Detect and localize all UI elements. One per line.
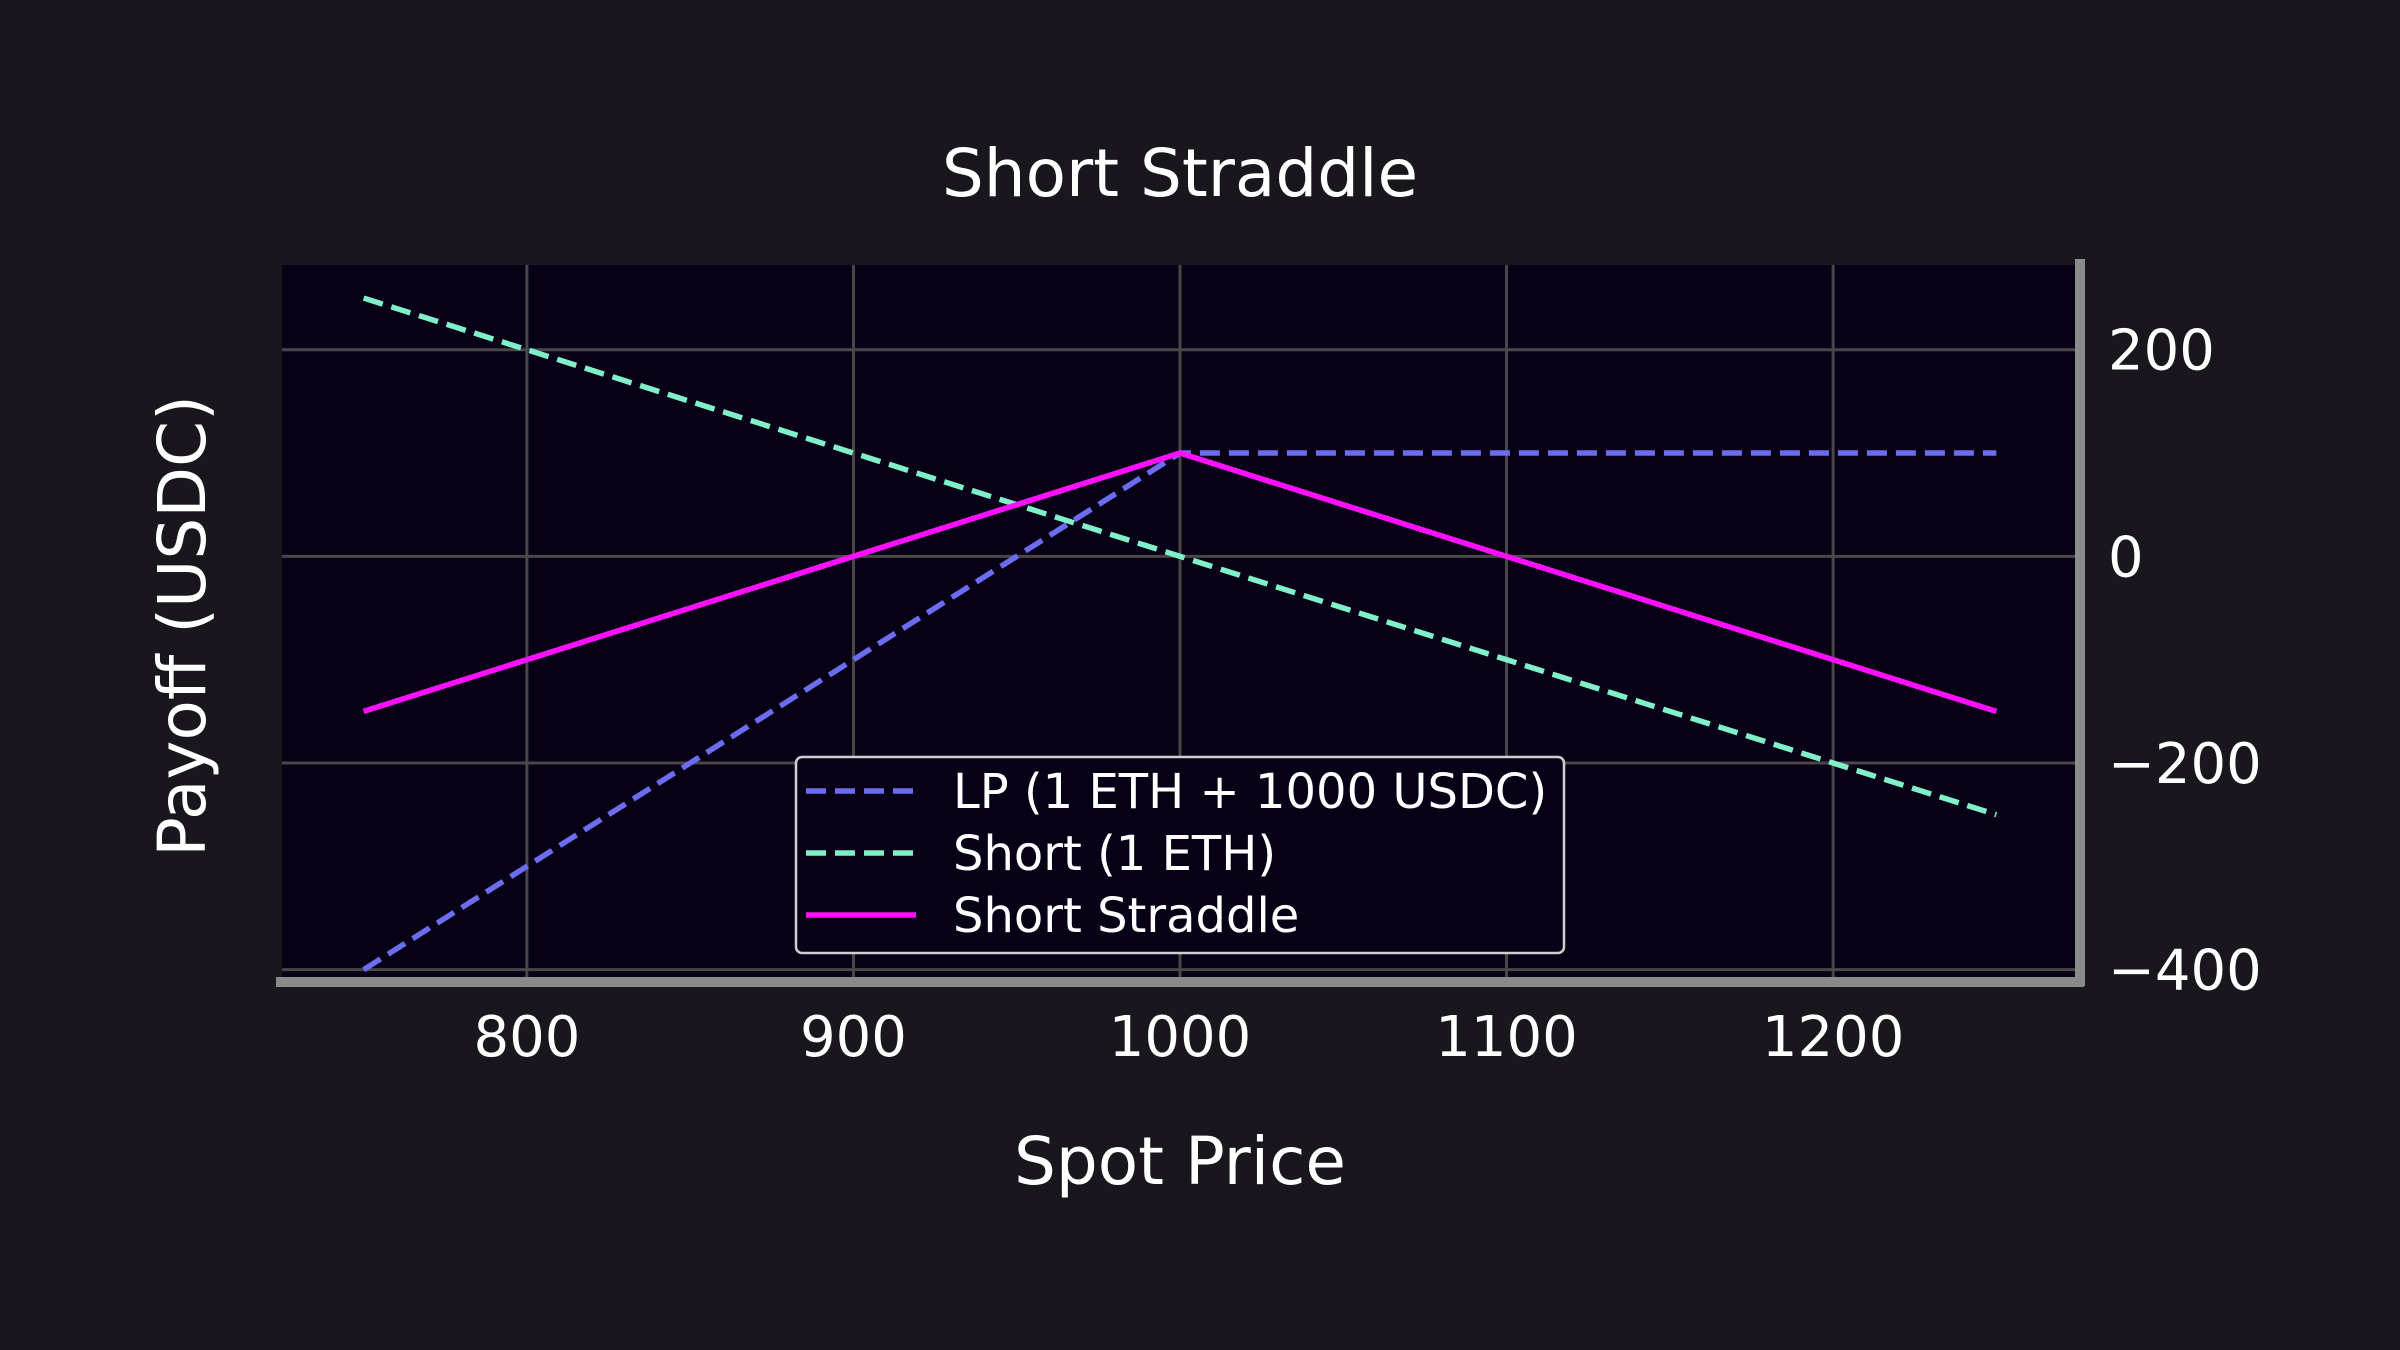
x-axis-label: Spot Price	[1014, 1123, 1346, 1200]
series-line-1	[362, 295, 1998, 818]
y-tick-label: 0	[2108, 525, 2144, 590]
x-tick-label: 900	[800, 1005, 907, 1070]
x-tick-label: 1200	[1762, 1005, 1905, 1070]
series-line-2	[362, 450, 1998, 714]
x-tick-label: 800	[473, 1005, 580, 1070]
y-tick-label: −200	[2108, 732, 2262, 797]
chart-title: Short Straddle	[942, 135, 1418, 212]
legend: LP (1 ETH + 1000 USDC) Short (1 ETH) Short…	[794, 755, 1566, 955]
y-tick-label: 200	[2108, 319, 2215, 384]
tick-labels: 800 900 1000 1100 1200 200 0 −200 −400	[473, 319, 2261, 1070]
x-tick-label: 1100	[1435, 1005, 1578, 1070]
legend-box	[794, 755, 1566, 955]
x-tick-label: 1000	[1109, 1005, 1252, 1070]
y-tick-label: −400	[2108, 939, 2262, 1004]
legend-label-1: Short (1 ETH)	[953, 826, 1276, 882]
y-axis-label: Payoff (USDC)	[144, 395, 221, 857]
series-layer	[362, 295, 1998, 972]
legend-label-0: LP (1 ETH + 1000 USDC)	[953, 764, 1547, 820]
legend-label-2: Short Straddle	[953, 888, 1299, 944]
axes	[276, 259, 2085, 987]
